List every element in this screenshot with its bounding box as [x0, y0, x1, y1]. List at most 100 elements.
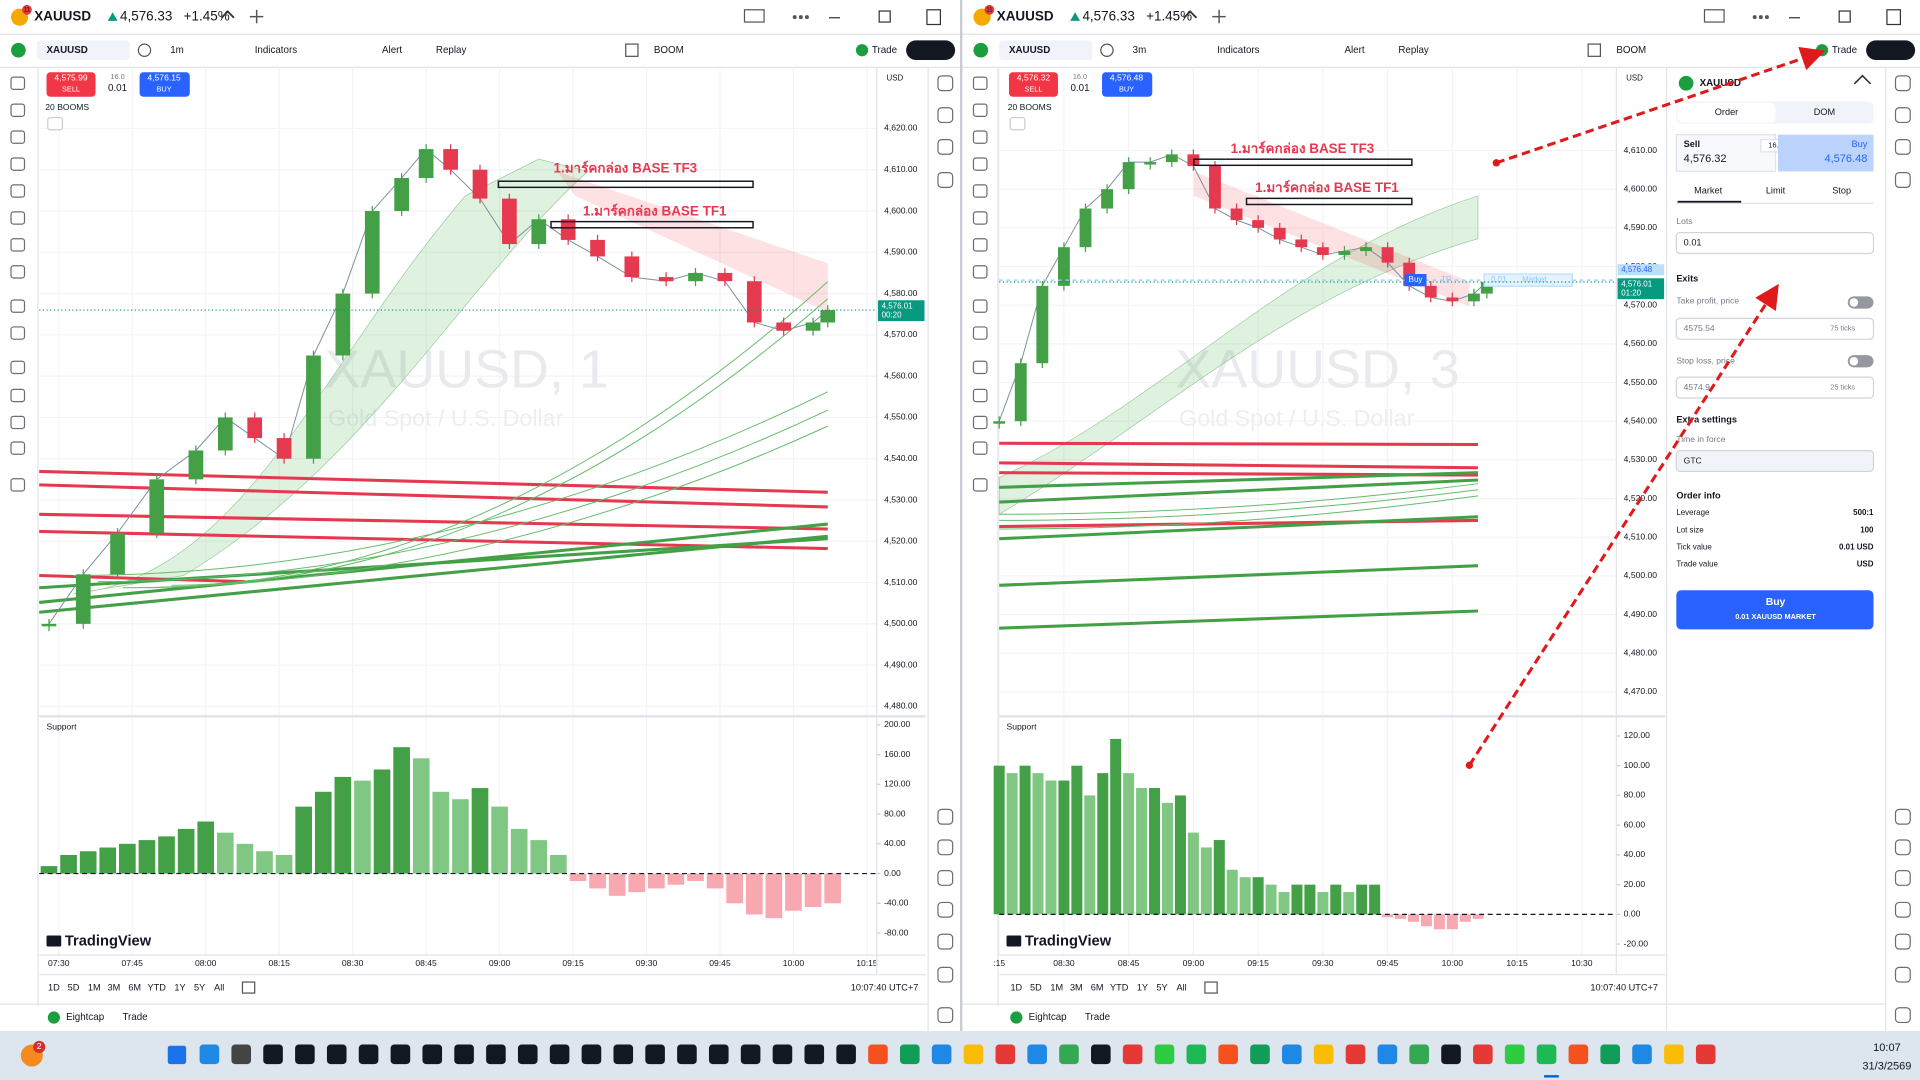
taskbar-app[interactable] [740, 1044, 761, 1065]
side-icon[interactable] [937, 1007, 954, 1024]
tool-icon[interactable] [972, 265, 988, 279]
range-button[interactable]: YTD [1110, 983, 1129, 993]
symbol-box[interactable] [999, 40, 1093, 61]
tool-icon[interactable] [10, 478, 26, 492]
start[interactable] [167, 1045, 187, 1065]
collapse[interactable] [47, 116, 64, 131]
tool-icon[interactable] [972, 103, 988, 117]
publish-button[interactable] [906, 40, 956, 61]
taskbar-app[interactable] [581, 1044, 602, 1065]
footer-trade[interactable]: Trade [122, 1012, 147, 1023]
range-button[interactable]: 1Y [1137, 983, 1148, 993]
range-button[interactable]: 5Y [1156, 983, 1167, 993]
minimize[interactable] [828, 17, 841, 19]
side-icon[interactable] [1894, 933, 1911, 950]
range-button[interactable]: All [214, 983, 224, 993]
tool-icon[interactable] [972, 299, 988, 313]
indicators[interactable]: Indicators [255, 45, 298, 56]
taskbar-app[interactable] [486, 1044, 506, 1065]
taskbar-app[interactable] [995, 1044, 1016, 1065]
collapse[interactable] [1009, 116, 1026, 131]
taskbar-app[interactable] [1695, 1044, 1716, 1065]
window-control[interactable] [743, 9, 765, 23]
taskbar-app[interactable] [1600, 1044, 1621, 1065]
footer-trade[interactable]: Trade [1085, 1012, 1110, 1023]
range-button[interactable]: 1D [48, 983, 60, 993]
taskbar-app[interactable] [1536, 1044, 1557, 1065]
tool-icon[interactable] [972, 211, 988, 225]
tool-icon[interactable] [10, 130, 26, 144]
tool-icon[interactable] [10, 184, 26, 198]
panel-close[interactable] [1861, 74, 1872, 85]
taskbar-app[interactable] [931, 1044, 952, 1065]
taskbar-app[interactable] [963, 1044, 984, 1065]
tool-icon[interactable] [972, 478, 988, 492]
range-button[interactable]: 5D [68, 983, 80, 993]
trade[interactable]: Trade [872, 45, 897, 56]
tool-icon[interactable] [10, 299, 26, 313]
tp-input[interactable] [1675, 317, 1875, 340]
order-type[interactable]: Limit [1766, 185, 1786, 195]
new-tab[interactable] [255, 9, 258, 24]
tool-icon[interactable] [972, 388, 988, 403]
tool-icon[interactable] [972, 238, 988, 252]
range-button[interactable]: 5D [1030, 983, 1042, 993]
tool-icon[interactable] [10, 441, 26, 455]
tab-close[interactable] [1188, 10, 1198, 19]
tool-icon[interactable] [10, 103, 26, 117]
range-button[interactable]: 3M [1070, 983, 1083, 993]
side-icon[interactable] [1894, 808, 1911, 825]
exit[interactable] [1886, 9, 1902, 26]
taskbar-app[interactable] [613, 1044, 634, 1065]
taskbar-app[interactable] [422, 1044, 443, 1065]
interval[interactable]: 1m [170, 45, 184, 56]
tab-close[interactable] [1183, 10, 1192, 19]
footer-broker[interactable]: Eightcap [1029, 1012, 1068, 1023]
range-button[interactable]: All [1177, 983, 1187, 993]
add-symbol[interactable] [137, 43, 152, 57]
tool-icon[interactable] [10, 415, 26, 430]
side-icon[interactable] [937, 966, 954, 983]
taskbar-app[interactable] [1186, 1044, 1207, 1065]
tool-icon[interactable] [972, 326, 988, 340]
side-icon[interactable] [1894, 966, 1911, 983]
taskbar-app[interactable] [1632, 1044, 1652, 1065]
taskbar-app[interactable] [1504, 1044, 1525, 1065]
side-icon[interactable] [937, 138, 954, 155]
position-side[interactable] [1404, 274, 1427, 287]
maximize[interactable] [878, 10, 891, 23]
lots-input[interactable] [1675, 232, 1875, 255]
indicators[interactable]: Indicators [1217, 45, 1260, 56]
taskbar-app[interactable] [390, 1044, 411, 1065]
taskbar-app[interactable] [804, 1044, 825, 1065]
taskbar-app[interactable] [1154, 1044, 1175, 1065]
taskbar-app[interactable] [1059, 1044, 1079, 1065]
taskbar-app[interactable] [1218, 1044, 1238, 1065]
range-button[interactable]: 1M [88, 983, 101, 993]
publish-button[interactable] [1866, 40, 1916, 61]
side-icon[interactable] [1894, 172, 1911, 188]
symbol-box[interactable] [36, 40, 130, 61]
tool-icon[interactable] [10, 360, 26, 375]
sell-box[interactable] [1675, 134, 1777, 173]
tool-icon[interactable] [972, 184, 988, 198]
taskbar-app[interactable] [1250, 1044, 1270, 1065]
calendar[interactable] [241, 981, 256, 994]
add-symbol[interactable] [1100, 43, 1114, 57]
taskbar-app[interactable] [231, 1044, 252, 1065]
side-icon[interactable] [937, 901, 954, 918]
interval[interactable]: 3m [1133, 45, 1147, 56]
tab-close[interactable] [220, 10, 230, 19]
tool-icon[interactable] [10, 211, 26, 225]
template[interactable]: BOOM [654, 45, 684, 56]
side-icon[interactable] [937, 870, 954, 886]
footer-broker[interactable]: Eightcap [66, 1012, 105, 1023]
panel-close[interactable] [1853, 74, 1864, 85]
more[interactable] [798, 15, 803, 20]
side-icon[interactable] [937, 172, 954, 188]
taskbar-app[interactable] [900, 1044, 920, 1065]
new-tab[interactable] [1218, 9, 1220, 24]
taskbar-app[interactable] [1409, 1044, 1429, 1065]
range-button[interactable]: 1Y [174, 983, 185, 993]
more[interactable] [1764, 15, 1769, 20]
